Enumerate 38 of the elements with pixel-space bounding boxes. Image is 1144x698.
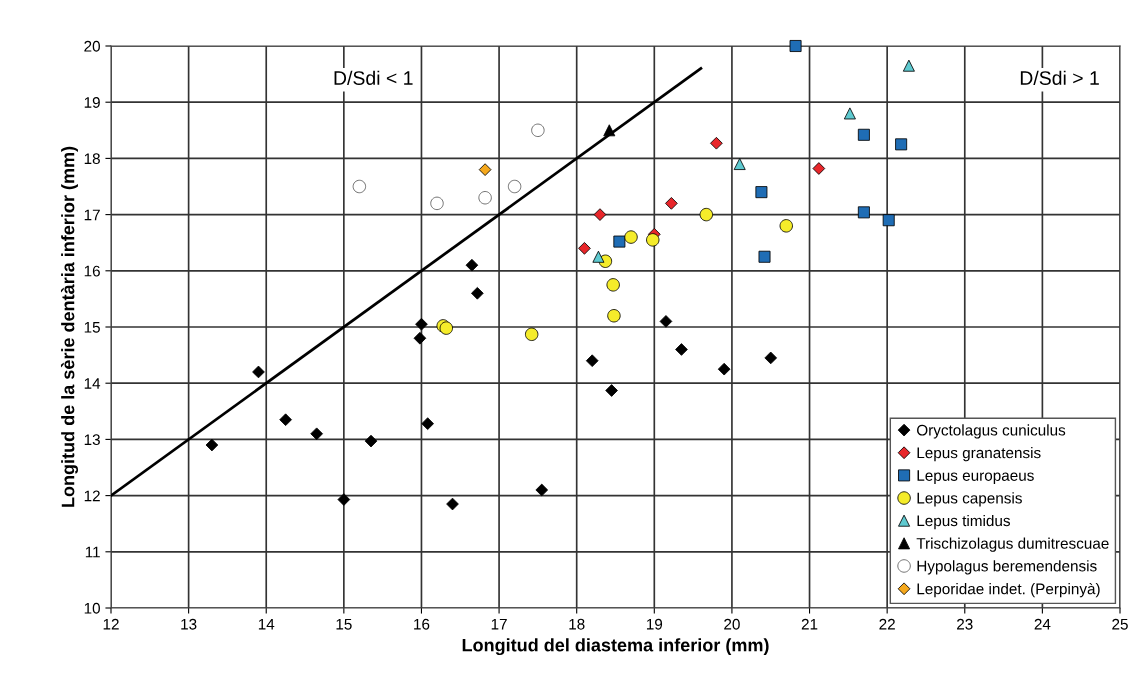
- legend-label: Hypolagus beremendensis: [917, 560, 1097, 575]
- x-tick-label: 16: [414, 618, 430, 630]
- x-tick-label: 23: [957, 618, 973, 630]
- legend-label: Lepus timidus: [917, 514, 1010, 530]
- y-tick-label: 15: [84, 322, 100, 333]
- x-tick-label: 21: [801, 618, 818, 630]
- legend-label: Leporidae indet. (Perpinyà): [917, 582, 1100, 598]
- x-tick-label: 22: [879, 618, 895, 630]
- legend-label: Lepus capensis: [917, 492, 1022, 507]
- x-axis-title: Longitud del diastema inferior (mm): [462, 638, 769, 656]
- y-tick-label: 11: [85, 546, 100, 558]
- y-tick-label: 18: [84, 153, 100, 165]
- y-tick-label: 17: [84, 209, 100, 221]
- y-tick-label: 20: [84, 40, 100, 52]
- x-tick-label: 17: [491, 618, 507, 630]
- annotation: D/Sdi > 1: [1020, 70, 1099, 85]
- x-tick-label: 19: [646, 618, 663, 630]
- x-tick-label: 25: [1112, 618, 1128, 630]
- y-tick-label: 13: [84, 434, 100, 446]
- x-tick-label: 20: [724, 618, 740, 630]
- legend-label: Lepus europaeus: [917, 470, 1034, 484]
- annotation: D/Sdi < 1: [334, 70, 413, 85]
- legend-label: Lepus granatensis: [917, 447, 1041, 462]
- x-tick-label: 12: [103, 618, 119, 630]
- x-tick-label: 15: [336, 618, 352, 630]
- x-tick-label: 18: [569, 618, 585, 630]
- x-tick-label: 13: [181, 618, 197, 630]
- y-tick-label: 10: [84, 602, 100, 614]
- legend-label: Trischizolagus dumitrescuae: [916, 537, 1109, 552]
- x-tick-label: 24: [1034, 618, 1051, 630]
- y-axis-title: Longitud de la sèrie dentària inferior (mm): [60, 146, 79, 507]
- y-tick-label: 19: [84, 97, 100, 108]
- y-tick-label: 12: [84, 490, 100, 502]
- legend-label: Oryctolagus cuniculus: [917, 424, 1066, 439]
- y-tick-label: 14: [84, 378, 101, 389]
- y-tick-label: 16: [84, 265, 100, 277]
- x-tick-label: 14: [258, 618, 275, 630]
- point: [789, 40, 802, 52]
